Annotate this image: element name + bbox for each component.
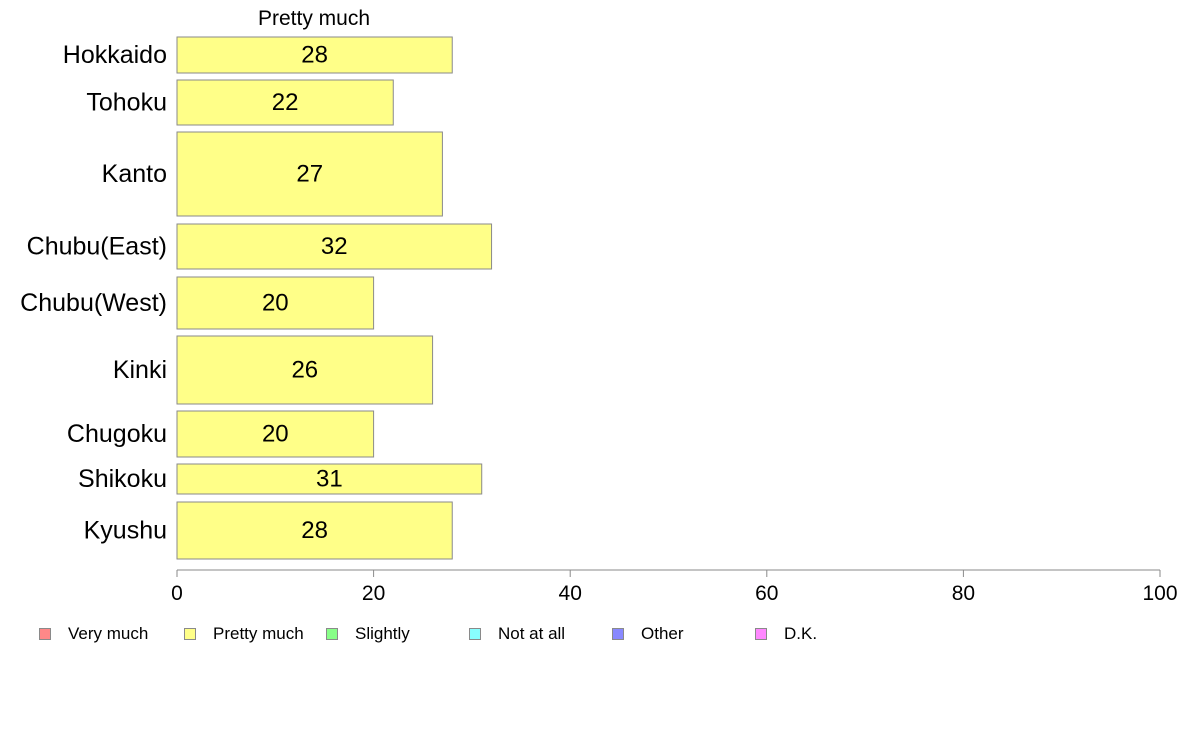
category-label: Tohoku <box>86 89 167 117</box>
bar-chubu-east- <box>176 223 493 270</box>
category-label: Chubu(West) <box>20 289 167 317</box>
legend-label: Not at all <box>498 624 566 643</box>
legend-item-slightly: Slightly <box>326 624 410 644</box>
legend-label: Other <box>641 624 684 643</box>
data-label: 28 <box>301 42 328 69</box>
data-label: 22 <box>272 89 299 116</box>
x-tick-label: 100 <box>1142 582 1177 605</box>
category-label: Chubu(East) <box>27 233 167 261</box>
data-label: 20 <box>262 421 289 448</box>
legend: Very much Pretty much Slightly Not at all Ot… <box>39 624 1139 644</box>
data-label: 20 <box>262 290 289 317</box>
bar-kyushu <box>176 501 453 560</box>
bar-hokkaido <box>176 36 453 74</box>
legend-swatch <box>184 628 196 640</box>
category-label: Chugoku <box>67 420 167 448</box>
legend-item-other: Other <box>612 624 684 644</box>
bar-kinki <box>176 335 434 405</box>
data-label: 31 <box>316 466 343 493</box>
x-tick-label: 40 <box>559 582 582 605</box>
category-label: Kinki <box>113 356 167 384</box>
legend-item-very-much: Very much <box>39 624 148 644</box>
bar-tohoku <box>176 79 394 126</box>
x-tick-label: 80 <box>952 582 975 605</box>
category-label: Shikoku <box>78 465 167 493</box>
bar-shikoku <box>176 463 483 495</box>
legend-item-not-at-all: Not at all <box>469 624 565 644</box>
bar-chugoku <box>176 410 375 458</box>
data-label: 27 <box>296 161 323 188</box>
legend-swatch <box>326 628 338 640</box>
bar-chubu-west- <box>176 276 375 330</box>
legend-swatch <box>755 628 767 640</box>
category-label: Kyushu <box>84 517 167 545</box>
legend-label: D.K. <box>784 624 818 643</box>
x-tick-label: 60 <box>755 582 778 605</box>
bar-kanto <box>176 131 443 217</box>
legend-label: Very much <box>68 624 149 643</box>
x-tick-label: 20 <box>362 582 385 605</box>
data-label: 26 <box>291 357 318 384</box>
data-label: 32 <box>321 233 348 260</box>
category-label: Kanto <box>102 160 167 188</box>
legend-label: Pretty much <box>213 624 304 643</box>
legend-item-d-k: D.K. <box>755 624 817 644</box>
chart-title: Pretty much <box>258 7 370 30</box>
legend-label: Slightly <box>355 624 410 643</box>
legend-swatch <box>39 628 51 640</box>
x-tick-label: 0 <box>171 582 183 605</box>
legend-swatch <box>612 628 624 640</box>
data-label: 28 <box>301 517 328 544</box>
category-label: Hokkaido <box>63 41 167 69</box>
legend-swatch <box>469 628 481 640</box>
legend-item-pretty-much: Pretty much <box>184 624 304 644</box>
